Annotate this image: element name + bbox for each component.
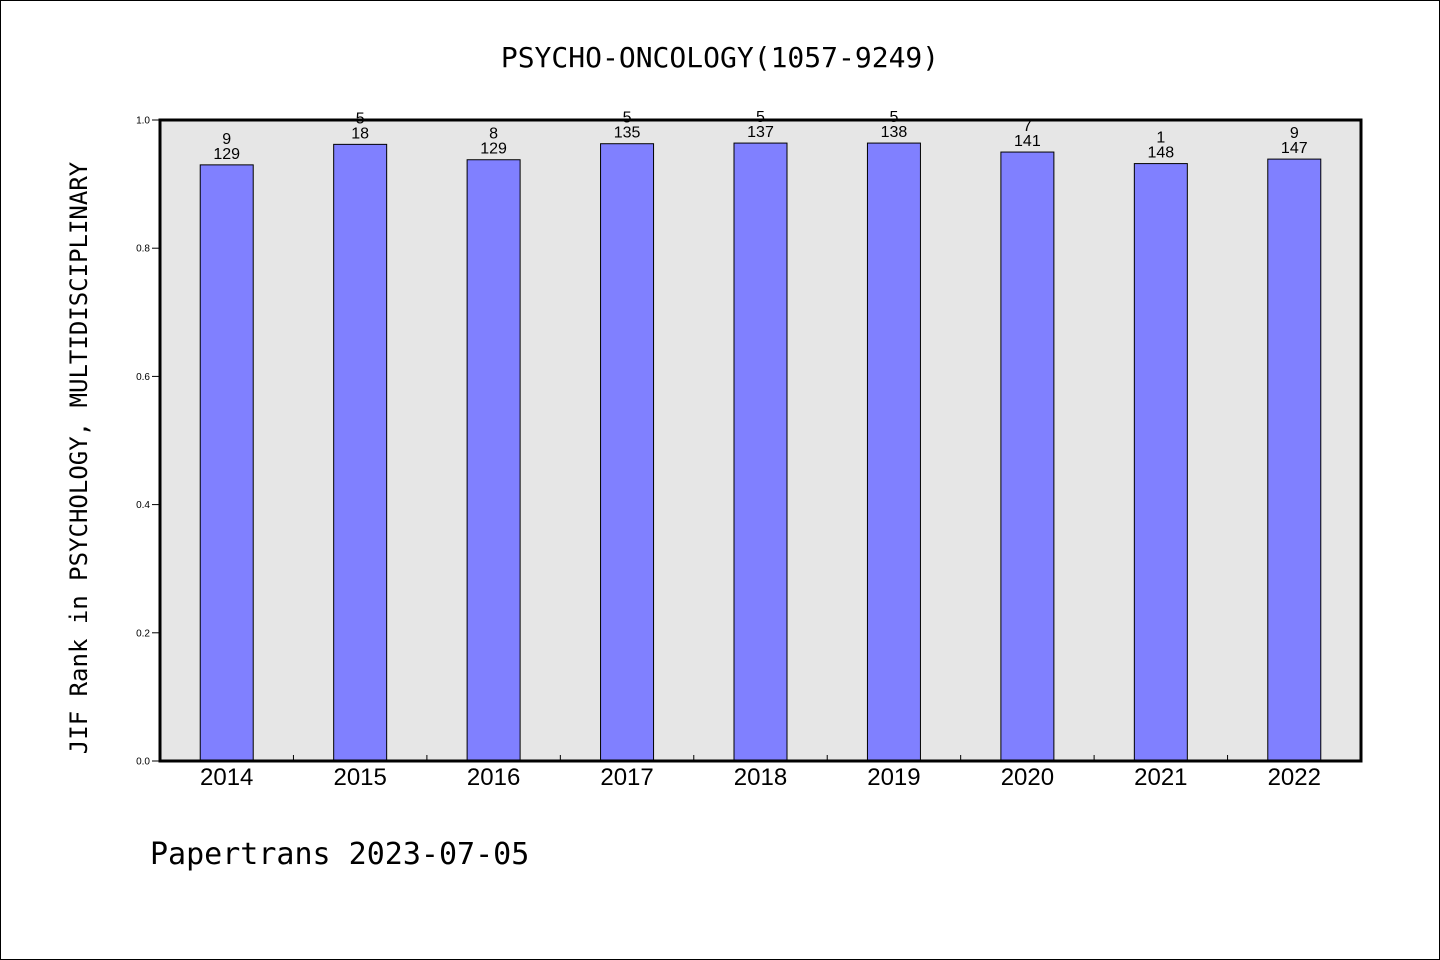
bar-total-label-2018: 137	[747, 124, 774, 141]
y-tick-label-0.2: 0.2	[136, 628, 150, 639]
bars-group	[199, 142, 1322, 762]
x-axis-ticks: 2014 2015 2016 2017 2018 2019 2020 2021 2022	[200, 755, 1321, 791]
bar-total-label-2022: 147	[1281, 140, 1308, 157]
x-tick-label-2019: 2019	[867, 764, 920, 791]
bar-2021	[1133, 163, 1188, 762]
x-tick-label-2021: 2021	[1134, 764, 1187, 791]
x-tick-label-2016: 2016	[467, 764, 520, 791]
y-tick-label-0.4: 0.4	[136, 500, 150, 511]
footer-text: Papertrans 2023-07-05	[150, 837, 529, 872]
bar-rank-label-2014: 9	[222, 131, 231, 148]
bar-total-label-2021: 148	[1147, 145, 1174, 162]
bar-total-label-2015: 18	[351, 125, 369, 142]
x-tick-label-2015: 2015	[333, 764, 386, 791]
bar-total-label-2017: 135	[614, 125, 641, 142]
bar-2018	[733, 142, 788, 762]
bar-2017	[600, 143, 655, 762]
bar-rank-label-2020: 7	[1023, 118, 1032, 135]
bar-rank-label-2021: 1	[1156, 130, 1165, 147]
y-axis-ticks: 0.0 0.2 0.4 0.6 0.8 1.0	[136, 116, 160, 768]
bar-2019	[866, 142, 921, 762]
bar-2022	[1267, 158, 1322, 762]
y-tick-label-0.8: 0.8	[136, 244, 150, 255]
y-tick-label-1.0: 1.0	[136, 116, 150, 127]
x-tick-label-2014: 2014	[200, 764, 253, 791]
bar-total-label-2016: 129	[480, 141, 507, 158]
bar-2014	[199, 164, 254, 762]
x-tick-label-2018: 2018	[734, 764, 787, 791]
bar-rank-label-2016: 8	[489, 126, 498, 143]
bar-rank-label-2022: 9	[1290, 125, 1299, 142]
chart-title: PSYCHO-ONCOLOGY(1057-9249)	[501, 41, 939, 74]
bar-rank-label-2018: 5	[756, 109, 765, 126]
bar-2020	[1000, 151, 1055, 762]
bar-2015	[333, 143, 388, 762]
y-tick-label-0.0: 0.0	[136, 757, 150, 768]
x-tick-label-2017: 2017	[600, 764, 653, 791]
y-tick-label-0.6: 0.6	[136, 372, 150, 383]
x-tick-label-2020: 2020	[1001, 764, 1054, 791]
bar-total-label-2014: 129	[213, 146, 240, 163]
bar-2016	[466, 159, 521, 762]
x-tick-label-2022: 2022	[1268, 764, 1321, 791]
bar-rank-label-2017: 5	[623, 110, 632, 127]
y-axis-label: JIF Rank in PSYCHOLOGY, MULTIDISCIPLINAR…	[65, 161, 93, 754]
plot-frame	[158, 118, 1363, 763]
bar-total-label-2020: 141	[1014, 133, 1041, 150]
bar-total-label-2019: 138	[881, 124, 908, 141]
bar-rank-label-2019: 5	[889, 109, 898, 126]
